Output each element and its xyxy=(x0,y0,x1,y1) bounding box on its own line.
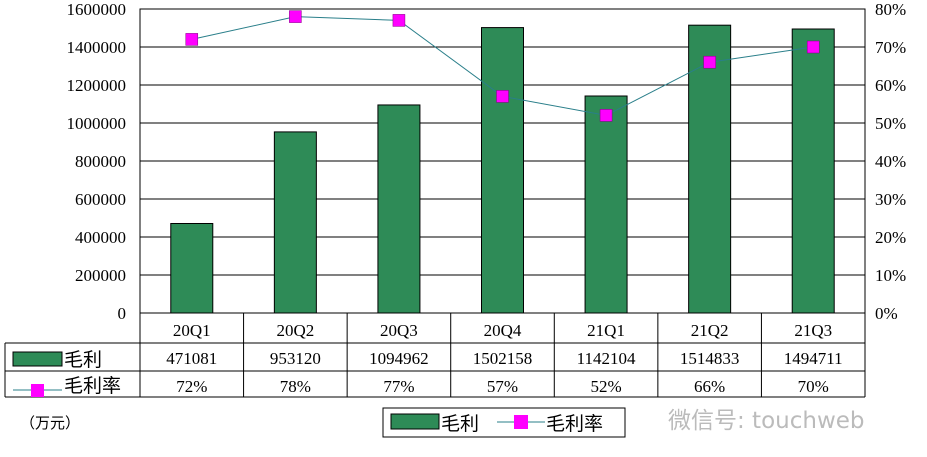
rate-value-label: 52% xyxy=(590,377,621,396)
bar-21Q1 xyxy=(584,95,628,314)
category-label: 21Q2 xyxy=(691,321,729,340)
rate-marker-20Q2 xyxy=(289,10,302,23)
right-tick-label: 20% xyxy=(875,228,906,247)
legend-line-marker xyxy=(514,415,528,429)
right-tick-label: 60% xyxy=(875,76,906,95)
bar-20Q4 xyxy=(481,27,524,314)
left-tick-label: 200000 xyxy=(75,266,126,285)
rate-marker-21Q2 xyxy=(703,55,716,69)
bar-value-label: 471081 xyxy=(166,349,217,368)
watermark: 微信号: touchweb xyxy=(668,408,865,434)
bar-value-label: 1514833 xyxy=(680,349,740,368)
legend-line-label: 毛利率 xyxy=(546,413,603,435)
rate-value-label: 66% xyxy=(694,377,725,396)
rate-marker-21Q1 xyxy=(599,109,613,122)
line-series-name: 毛利率 xyxy=(64,375,121,397)
legend-bar-key xyxy=(390,413,440,430)
bar-series-name: 毛利 xyxy=(64,349,102,371)
right-tick-label: 0% xyxy=(875,304,898,323)
bar-20Q2 xyxy=(273,131,317,314)
left-tick-label: 600000 xyxy=(75,190,126,209)
left-tick-label: 1200000 xyxy=(67,76,127,95)
rate-marker-20Q1 xyxy=(185,33,199,46)
left-tick-label: 1400000 xyxy=(67,38,127,57)
bar-value-label: 1094962 xyxy=(369,349,429,368)
bar-20Q1 xyxy=(170,222,214,314)
bar-value-label: 1502158 xyxy=(473,349,533,368)
right-tick-label: 50% xyxy=(875,114,906,133)
rate-value-label: 77% xyxy=(383,377,414,396)
bar-20Q3 xyxy=(377,104,421,314)
bar-value-label: 1494711 xyxy=(784,349,843,368)
bar-value-label: 953120 xyxy=(270,349,321,368)
bar-value-label: 1142104 xyxy=(577,349,636,368)
line-legend-marker xyxy=(31,384,44,397)
rate-value-label: 72% xyxy=(176,377,207,396)
rate-value-label: 78% xyxy=(280,377,311,396)
rate-value-label: 70% xyxy=(798,377,829,396)
category-label: 20Q2 xyxy=(276,321,314,340)
right-tick-label: 80% xyxy=(875,0,906,19)
category-label: 20Q4 xyxy=(484,321,522,340)
unit-note: （万元） xyxy=(20,415,80,432)
rate-marker-21Q3 xyxy=(806,40,820,54)
right-tick-label: 40% xyxy=(875,152,906,171)
left-tick-label: 1000000 xyxy=(67,114,127,133)
left-tick-label: 800000 xyxy=(75,152,126,171)
right-tick-label: 10% xyxy=(875,266,906,285)
left-tick-label: 0 xyxy=(118,304,127,323)
category-label: 21Q1 xyxy=(587,321,625,340)
right-tick-label: 30% xyxy=(875,190,906,209)
category-label: 21Q3 xyxy=(794,321,832,340)
category-label: 20Q1 xyxy=(173,321,211,340)
bar-21Q3 xyxy=(791,28,835,314)
right-tick-label: 70% xyxy=(875,38,906,57)
category-label: 20Q3 xyxy=(380,321,418,340)
left-tick-label: 1600000 xyxy=(67,0,127,19)
rate-marker-20Q4 xyxy=(496,90,509,103)
bar-legend-key xyxy=(12,351,63,367)
bar-21Q2 xyxy=(688,24,732,314)
legend-bar-label: 毛利 xyxy=(441,413,479,435)
left-tick-label: 400000 xyxy=(75,228,126,247)
rate-marker-20Q3 xyxy=(392,14,406,27)
rate-value-label: 57% xyxy=(487,377,518,396)
